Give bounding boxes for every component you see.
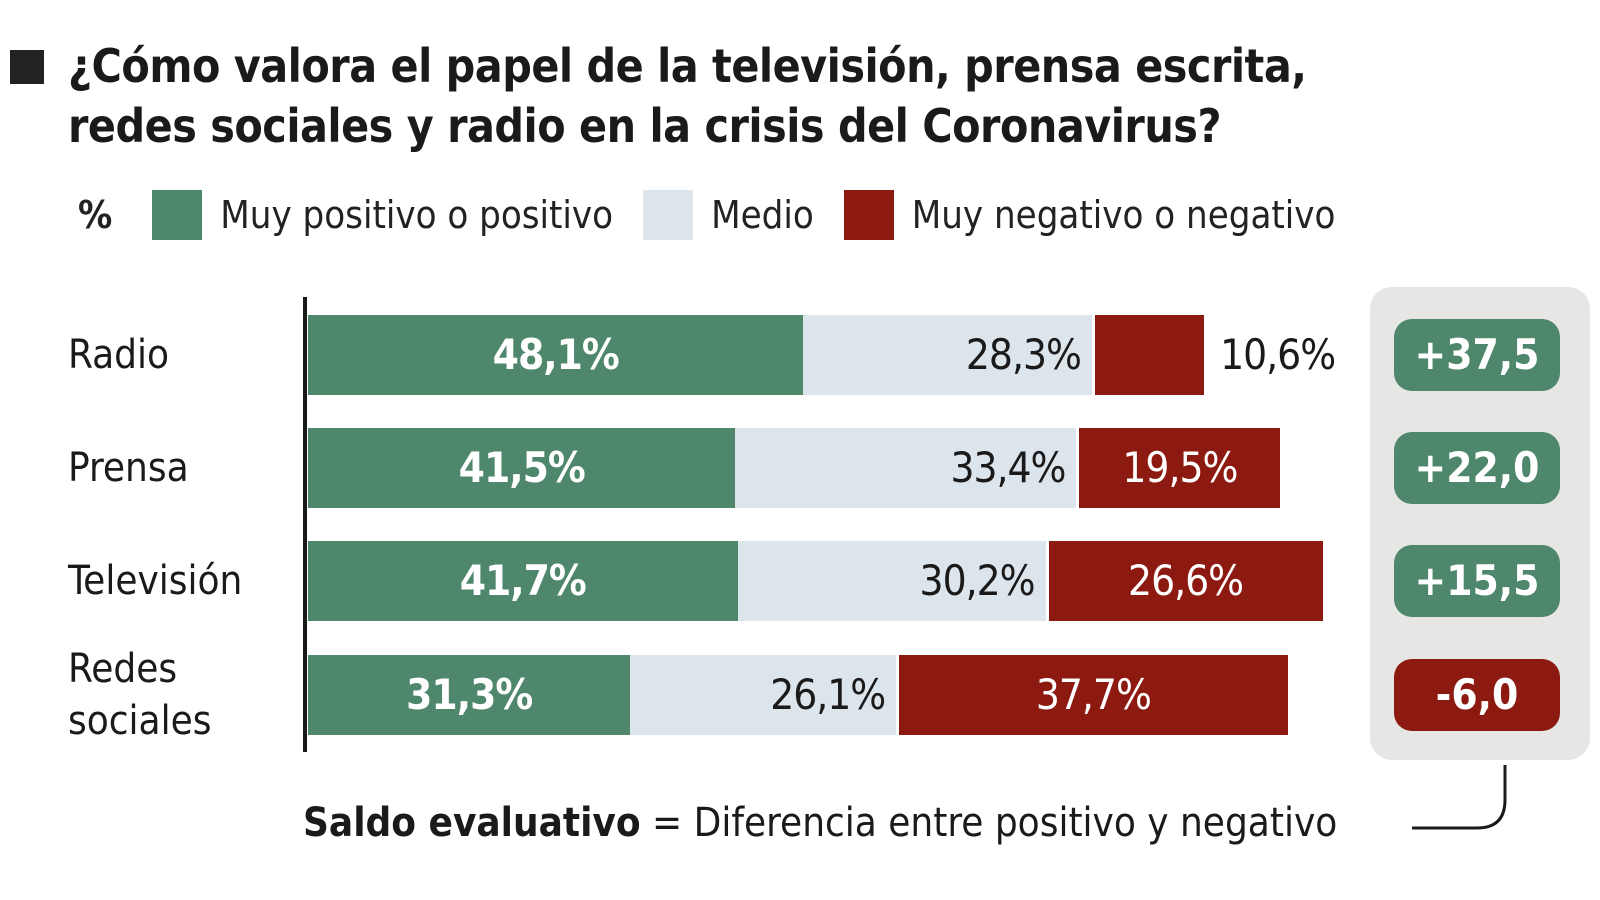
bar-segment-medium: [735, 428, 1077, 508]
bar-segment-negative: [1094, 315, 1205, 395]
category-label-line: Redes: [68, 646, 178, 692]
bar-segment-positive: [308, 428, 736, 508]
bar-segment-medium: [803, 315, 1092, 395]
category-label: Redes sociales: [68, 643, 212, 747]
bar-segment-positive: [308, 541, 738, 621]
category-label-line: sociales: [68, 698, 212, 744]
bar-value-label: 30,2%: [919, 556, 1036, 605]
bar-value-label: 28,3%: [965, 330, 1082, 379]
bar-segment-negative: [899, 655, 1288, 735]
bar-value-label: 37,7%: [1035, 670, 1152, 719]
title-line-2: redes sociales y radio en la crisis del …: [68, 99, 1221, 153]
title-square-icon: [10, 50, 44, 84]
saldo-badge: +22,0: [1394, 432, 1560, 504]
legend-label-negative: Muy negativo o negativo: [911, 193, 1336, 237]
category-label-line: Televisión: [68, 558, 243, 604]
footnote-rest: = Diferencia entre positivo y negativo: [640, 800, 1338, 846]
bar-value-label: 41,7%: [459, 556, 587, 605]
legend-label-medium: Medio: [711, 193, 814, 237]
legend-swatch-negative: [843, 190, 894, 240]
category-label-line: Radio: [68, 332, 170, 378]
bar-value-label: 10,6%: [1220, 330, 1336, 379]
category-label: Prensa: [68, 442, 189, 494]
footnote-bold: Saldo evaluativo: [303, 800, 641, 846]
bar-segment-medium: [630, 655, 897, 735]
bar-value-label: 31,3%: [406, 670, 533, 719]
chart-title: ¿Cómo valora el papel de la televisión, …: [68, 36, 1307, 156]
bar-value-label: 33,4%: [950, 443, 1066, 492]
saldo-badge: -6,0: [1394, 659, 1560, 731]
bar-value-label: 19,5%: [1122, 443, 1238, 492]
category-axis-line: [303, 297, 307, 752]
legend-unit: %: [78, 193, 113, 237]
legend-swatch-positive: [152, 190, 203, 240]
bar-segment-negative: [1079, 428, 1281, 508]
legend-swatch-medium: [643, 190, 694, 240]
category-label: Radio: [68, 329, 169, 381]
bar-segment-positive: [308, 315, 804, 395]
saldo-badge: +15,5: [1394, 545, 1560, 617]
legend: % Muy positivo o positivo Medio Muy nega…: [78, 188, 1365, 242]
bar-value-label: 26,1%: [770, 670, 886, 719]
saldo-badge: +37,5: [1394, 319, 1560, 391]
category-label: Televisión: [68, 555, 242, 607]
category-label-line: Prensa: [68, 445, 189, 491]
title-line-1: ¿Cómo valora el papel de la televisión, …: [68, 39, 1307, 93]
legend-label-positive: Muy positivo o positivo: [220, 193, 614, 237]
bar-value-label: 48,1%: [492, 330, 620, 379]
bar-value-label: 41,5%: [458, 443, 586, 492]
bar-segment-positive: [308, 655, 631, 735]
bar-segment-medium: [737, 541, 1046, 621]
bar-value-label: 26,6%: [1128, 556, 1244, 605]
footnote: Saldo evaluativo = Diferencia entre posi…: [303, 800, 1337, 846]
bar-segment-negative: [1048, 541, 1323, 621]
bracket-line: [1412, 765, 1507, 830]
